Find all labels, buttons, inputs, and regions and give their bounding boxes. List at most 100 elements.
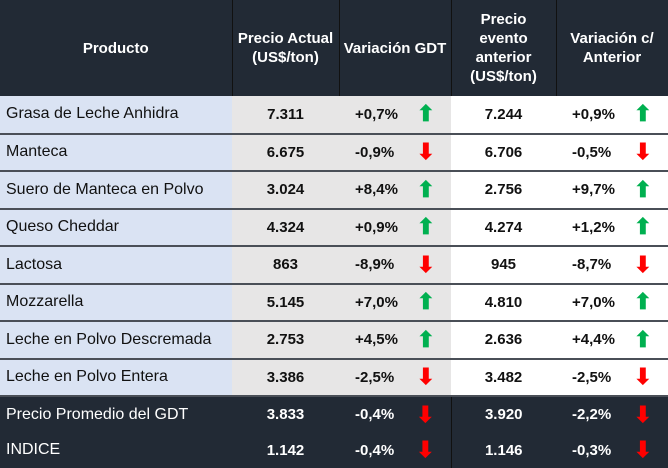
variation-value: -0,3% — [572, 441, 612, 459]
variation-value: +9,7% — [572, 181, 615, 199]
variation-gdt: -2,5% ⬇ — [339, 358, 451, 397]
variation-value: +1,2% — [572, 218, 615, 236]
current-price: 6.675 — [232, 133, 339, 172]
variation-value: +7,0% — [572, 293, 615, 311]
arrow-down-icon: ⬇ — [416, 401, 435, 427]
arrow-up-icon: ⬆ — [633, 214, 652, 240]
variation-value: -2,2% — [572, 406, 612, 423]
variation-previous: +0,9% ⬆ — [556, 96, 668, 135]
arrow-down-icon: ⬇ — [416, 437, 435, 462]
arrow-up-icon: ⬆ — [633, 176, 652, 202]
current-price: 5.145 — [232, 283, 339, 322]
variation-gdt: +4,5% ⬆ — [339, 321, 451, 360]
variation-value: -0,4% — [355, 406, 395, 423]
current-price: 3.024 — [232, 171, 339, 210]
table-row: Lactosa 863 -8,9% ⬇ 945 -8,7% ⬇ — [0, 246, 668, 285]
product-name: Lactosa — [0, 246, 232, 285]
variation-previous: +1,2% ⬆ — [556, 208, 668, 247]
variation-value: -8,9% — [355, 256, 395, 274]
variation-value: +7,0% — [355, 293, 398, 311]
product-name: Precio Promedio del GDT — [0, 396, 232, 432]
previous-price: 1.146 — [451, 432, 556, 468]
current-price: 4.324 — [232, 208, 339, 247]
table-row: Leche en Polvo Descremada 2.753 +4,5% ⬆ 2… — [0, 321, 668, 360]
arrow-down-icon: ⬇ — [633, 251, 652, 277]
arrow-up-icon: ⬆ — [633, 326, 652, 352]
variation-value: +0,9% — [355, 218, 398, 236]
variation-gdt: -8,9% ⬇ — [339, 246, 451, 285]
arrow-up-icon: ⬆ — [416, 289, 435, 315]
arrow-down-icon: ⬇ — [633, 364, 652, 390]
variation-value: -8,7% — [572, 256, 612, 274]
variation-previous: -2,5% ⬇ — [556, 358, 668, 397]
variation-previous: -8,7% ⬇ — [556, 246, 668, 285]
arrow-down-icon: ⬇ — [633, 401, 652, 427]
product-name: INDICE — [0, 432, 232, 468]
header-variacion-gdt: Variación GDT — [339, 0, 452, 96]
variation-value: +0,7% — [355, 105, 398, 123]
arrow-up-icon: ⬆ — [633, 101, 652, 127]
current-price: 3.386 — [232, 358, 339, 397]
variation-gdt: +7,0% ⬆ — [339, 283, 451, 322]
table-row: Mozzarella 5.145 +7,0% ⬆ 4.810 +7,0% ⬆ — [0, 283, 668, 322]
previous-price: 4.274 — [451, 208, 556, 247]
current-price: 1.142 — [232, 432, 339, 468]
arrow-up-icon: ⬆ — [416, 176, 435, 202]
variation-gdt: +0,7% ⬆ — [339, 96, 451, 135]
summary-row: INDICE 1.142 -0,4% ⬇ 1.146 -0,3% ⬇ — [0, 432, 668, 468]
header-precio-anterior: Precio evento anterior (US$/ton) — [451, 0, 557, 96]
arrow-down-icon: ⬇ — [416, 364, 435, 390]
arrow-up-icon: ⬆ — [416, 326, 435, 352]
variation-gdt: +0,9% ⬆ — [339, 208, 451, 247]
product-name: Suero de Manteca en Polvo — [0, 171, 232, 210]
header-precio-actual: Precio Actual (US$/ton) — [232, 0, 340, 96]
table-row: Queso Cheddar 4.324 +0,9% ⬆ 4.274 +1,2% ⬆ — [0, 208, 668, 247]
product-name: Leche en Polvo Entera — [0, 358, 232, 397]
previous-price: 2.636 — [451, 321, 556, 360]
current-price: 863 — [232, 246, 339, 285]
arrow-down-icon: ⬇ — [416, 251, 435, 277]
table-row: Suero de Manteca en Polvo 3.024 +8,4% ⬆ 2… — [0, 171, 668, 210]
variation-previous: +4,4% ⬆ — [556, 321, 668, 360]
previous-price: 2.756 — [451, 171, 556, 210]
arrow-up-icon: ⬆ — [416, 101, 435, 127]
previous-price: 4.810 — [451, 283, 556, 322]
current-price: 2.753 — [232, 321, 339, 360]
arrow-up-icon: ⬆ — [633, 289, 652, 315]
variation-gdt: -0,4% ⬇ — [339, 432, 452, 468]
previous-price: 6.706 — [451, 133, 556, 172]
previous-price: 7.244 — [451, 96, 556, 135]
table-row: Leche en Polvo Entera 3.386 -2,5% ⬇ 3.482… — [0, 358, 668, 397]
variation-value: +8,4% — [355, 181, 398, 199]
previous-price: 3.482 — [451, 358, 556, 397]
current-price: 7.311 — [232, 96, 339, 135]
product-name: Mozzarella — [0, 283, 232, 322]
header-variacion-anterior: Variación c/ Anterior — [556, 0, 668, 96]
variation-value: +4,5% — [355, 331, 398, 349]
variation-gdt: +8,4% ⬆ — [339, 171, 451, 210]
variation-previous: -0,5% ⬇ — [556, 133, 668, 172]
variation-value: -2,5% — [572, 368, 612, 386]
current-price: 3.833 — [232, 396, 339, 432]
variation-value: +4,4% — [572, 331, 615, 349]
product-name: Leche en Polvo Descremada — [0, 321, 232, 360]
arrow-down-icon: ⬇ — [416, 139, 435, 165]
summary-row: Precio Promedio del GDT 3.833 -0,4% ⬇ 3.9… — [0, 396, 668, 432]
previous-price: 945 — [451, 246, 556, 285]
arrow-up-icon: ⬆ — [416, 214, 435, 240]
variation-previous: -0,3% ⬇ — [556, 432, 668, 468]
variation-previous: -2,2% ⬇ — [556, 396, 668, 432]
table-row: Grasa de Leche Anhidra 7.311 +0,7% ⬆ 7.24… — [0, 96, 668, 135]
arrow-down-icon: ⬇ — [633, 139, 652, 165]
variation-value: -0,5% — [572, 143, 612, 161]
variation-value: -0,4% — [355, 441, 395, 459]
header-producto: Producto — [0, 0, 233, 96]
header-row: Producto Precio Actual (US$/ton) Variación… — [0, 0, 668, 96]
product-name: Grasa de Leche Anhidra — [0, 96, 232, 135]
variation-value: -0,9% — [355, 143, 395, 161]
variation-gdt: -0,4% ⬇ — [339, 396, 452, 432]
variation-previous: +9,7% ⬆ — [556, 171, 668, 210]
product-name: Manteca — [0, 133, 232, 172]
table-row: Manteca 6.675 -0,9% ⬇ 6.706 -0,5% ⬇ — [0, 133, 668, 172]
